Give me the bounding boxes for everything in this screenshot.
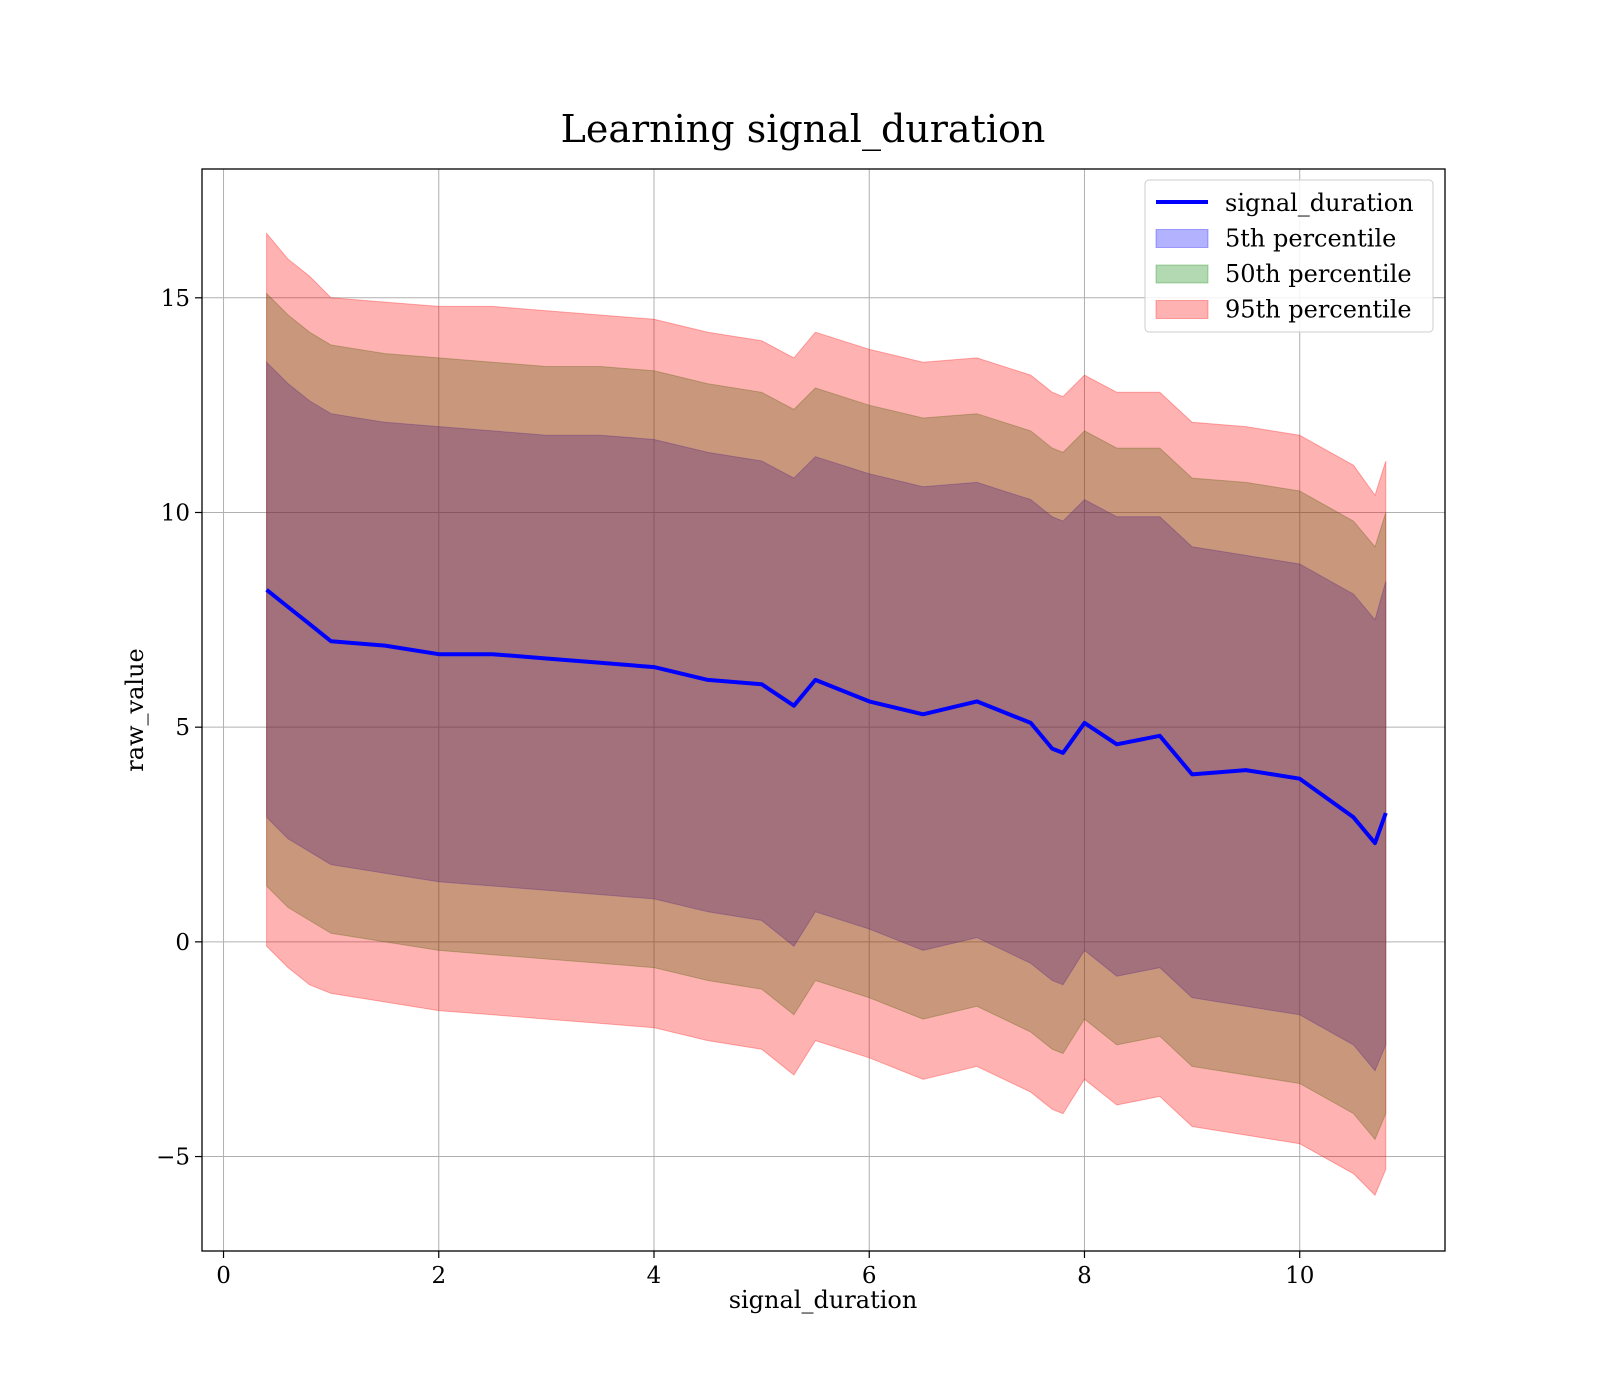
y-axis-label: raw_value (121, 648, 149, 772)
y-tick-label: 5 (175, 715, 190, 741)
x-axis-ticks: 0 2 4 6 8 10 (216, 1251, 1314, 1289)
band-3 (266, 232, 1387, 1197)
x-tick-label: 4 (647, 1263, 662, 1289)
x-tick-label: 10 (1285, 1263, 1314, 1289)
y-tick-label: 10 (161, 500, 190, 526)
legend-label: 50th percentile (1225, 260, 1412, 288)
legend-box (1144, 179, 1434, 333)
x-axis-label: signal_duration (729, 1286, 918, 1314)
y-tick-label: 15 (161, 286, 190, 312)
y-tick-label: 0 (175, 930, 190, 956)
band-2 (266, 292, 1387, 1141)
y-axis-ticks: −5 0 5 10 15 (156, 286, 202, 1171)
line-series-0 (265, 588, 1388, 846)
y-tick-label: −5 (156, 1145, 190, 1171)
series-lines (265, 588, 1388, 846)
percentile-bands (266, 232, 1387, 1197)
plot-frame (201, 168, 1446, 1252)
legend-band-swatch (1155, 264, 1209, 284)
band-1 (266, 360, 1387, 1072)
x-tick-label: 8 (1077, 1263, 1092, 1289)
legend-label: signal_duration (1225, 189, 1414, 217)
x-tick-label: 2 (431, 1263, 446, 1289)
legend-label: 5th percentile (1225, 225, 1396, 253)
legend: signal_duration 5th percentile 50th percen… (1144, 179, 1434, 333)
legend-label: 95th percentile (1225, 296, 1412, 324)
grid-lines (202, 169, 1445, 1251)
x-tick-label: 6 (862, 1263, 877, 1289)
x-tick-label: 0 (216, 1263, 231, 1289)
legend-band-swatch (1155, 300, 1209, 319)
chart-title: Learning signal_duration (561, 107, 1046, 152)
legend-band-swatch (1155, 229, 1209, 248)
